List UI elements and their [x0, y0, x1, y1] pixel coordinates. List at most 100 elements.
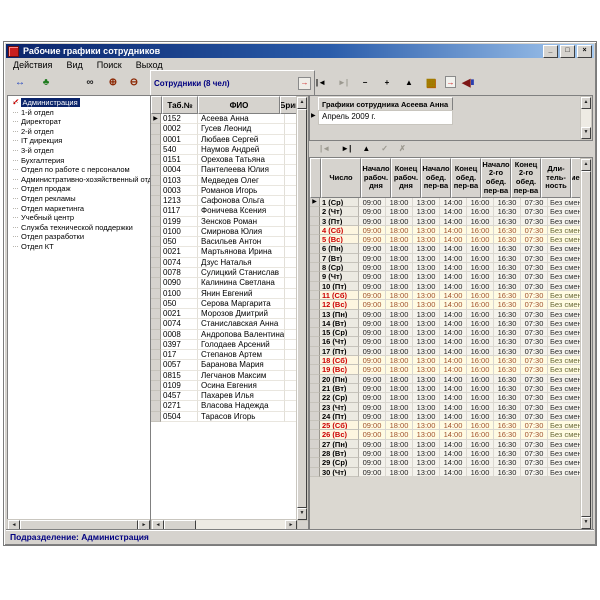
tree-item[interactable]: 2-й отдел — [8, 127, 150, 137]
schedule-row[interactable]: 28 (Вт) 09:00 18:00 13:00 14:00 16:00 16:30 07:… — [310, 449, 582, 459]
schedule-row[interactable]: 4 (Сб) 09:00 18:00 13:00 14:00 16:00 16:30 07:3… — [310, 225, 582, 236]
schedule-column-header[interactable]: Дли- тель- ность — [541, 158, 571, 198]
scroll-up-icon[interactable]: ▲ — [581, 159, 591, 171]
tree-item[interactable]: Служба технической поддержки — [8, 223, 150, 233]
menu-search[interactable]: Поиск — [96, 59, 122, 70]
employee-row[interactable]: 0074 Дзус Наталья — [151, 257, 298, 268]
schedule-row[interactable]: 15 (Ср) 09:00 18:00 13:00 14:00 16:00 16:30 07:… — [310, 328, 582, 338]
schedule-row[interactable]: 13 (Пн) 09:00 18:00 13:00 14:00 16:00 16:30 07:… — [310, 309, 582, 319]
scroll-up-icon[interactable]: ▲ — [297, 97, 307, 109]
employee-row[interactable]: 0078 Сулицкий Станислав — [151, 267, 298, 279]
schedule-vscrollbar[interactable]: ▲ ▼ — [580, 158, 592, 530]
employee-row[interactable]: 050 Васильев Антон — [151, 237, 298, 248]
schedule-period-row[interactable]: Апрель 2009 г. — [318, 110, 453, 125]
employee-row[interactable]: 0021 Морозов Дмитрий — [151, 309, 298, 320]
fit-columns-icon[interactable]: ↔ — [15, 76, 25, 88]
insert-record-icon[interactable]: + — [384, 77, 390, 87]
tree-item[interactable]: IT дирекция — [8, 136, 150, 146]
employees-vscrollbar[interactable]: ▲ ▼ — [296, 96, 308, 521]
schedule-row[interactable]: 16 (Чт) 09:00 18:00 13:00 14:00 16:00 16:30 07:… — [310, 337, 582, 347]
schedule-row[interactable]: 30 (Чт) 09:00 18:00 13:00 14:00 16:00 16:30 07:… — [310, 467, 582, 477]
schedule-row[interactable]: 23 (Чт) 09:00 18:00 13:00 14:00 16:00 16:30 07:… — [310, 402, 582, 412]
schedule-row[interactable]: ▶ 1 (Ср) 09:00 18:00 13:00 14:00 16:00 16:30 07:… — [310, 198, 582, 208]
schedule-row[interactable]: 3 (Пт) 09:00 18:00 13:00 14:00 16:00 16:30 07:3… — [310, 216, 582, 226]
tree-item[interactable]: Бухгалтерия — [8, 156, 150, 166]
schedule-row[interactable]: 14 (Вт) 09:00 18:00 13:00 14:00 16:00 16:30 07:… — [310, 318, 582, 329]
schedule-row[interactable]: 17 (Пт) 09:00 18:00 13:00 14:00 16:00 16:30 07:… — [310, 346, 582, 357]
scroll-down-icon[interactable]: ▼ — [297, 508, 307, 520]
employee-row[interactable]: 0090 Калинина Светлана — [151, 278, 298, 289]
employee-row[interactable]: 0103 Медведев Олег — [151, 175, 298, 186]
departments-icon[interactable]: ♣ — [42, 76, 50, 88]
scroll-thumb[interactable] — [297, 109, 307, 508]
menu-exit[interactable]: Выход — [135, 59, 163, 70]
scroll-down-icon[interactable]: ▼ — [581, 517, 591, 529]
employee-row[interactable]: 0199 Зенсков Роман — [151, 216, 298, 227]
tree-item[interactable]: Отдел маркетинга — [8, 204, 150, 214]
employee-row[interactable]: 0021 Мартьянова Ирина — [151, 247, 298, 258]
tree-item[interactable]: Отдел по работе с персоналом — [8, 165, 150, 175]
calendar-icon[interactable]: ▦ — [425, 76, 437, 89]
employee-row[interactable]: 050 Серова Маргарита — [151, 298, 298, 310]
employee-row[interactable]: 017 Степанов Артем — [151, 350, 298, 361]
schedule-row[interactable]: 22 (Ср) 09:00 18:00 13:00 14:00 16:00 16:30 07:… — [310, 393, 582, 403]
employee-row[interactable]: 0074 Станиславская Анна — [151, 319, 298, 330]
scroll-up-icon[interactable]: ▲ — [581, 97, 591, 109]
schedule-row[interactable]: 12 (Вс) 09:00 18:00 13:00 14:00 16:00 16:30 07:… — [310, 300, 582, 310]
employee-row[interactable]: 0151 Орехова Татьяна — [151, 155, 298, 166]
schedule-row[interactable]: 2 (Чт) 09:00 18:00 13:00 14:00 16:00 16:30 07:3… — [310, 207, 582, 217]
scroll-track[interactable] — [581, 109, 591, 127]
edit-day-icon[interactable]: ▲ — [362, 144, 371, 153]
edit-record-icon[interactable]: ▲ — [405, 77, 413, 87]
employees-panel-icon[interactable]: → — [298, 76, 311, 90]
restore-button[interactable]: □ — [560, 44, 575, 58]
employee-row[interactable]: ▶ 0152 Асеева Анна — [151, 114, 298, 125]
schedule-row[interactable]: 10 (Пт) 09:00 18:00 13:00 14:00 16:00 16:30 07:… — [310, 281, 582, 291]
employee-row[interactable]: 0004 Пантелеева Юлия — [151, 165, 298, 176]
close-button[interactable]: × — [577, 44, 592, 58]
schedule-row[interactable]: 9 (Чт) 09:00 18:00 13:00 14:00 16:00 16:30 07:3… — [310, 272, 582, 282]
zoom-out-icon[interactable]: ⊖ — [129, 76, 139, 88]
schedule-column-header[interactable]: Конец обед. пер-ва — [451, 158, 481, 198]
tree-item[interactable]: Директорат — [8, 117, 150, 127]
schedule-column-header[interactable]: Начало 2-го обед. пер-ва — [481, 158, 511, 198]
schedule-row[interactable]: 8 (Ср) 09:00 18:00 13:00 14:00 16:00 16:30 07:3… — [310, 263, 582, 273]
tree-item[interactable]: Административно-хозяйственный отдел — [8, 175, 150, 185]
schedule-row[interactable]: 26 (Вс) 09:00 18:00 13:00 14:00 16:00 16:30 07:… — [310, 430, 582, 440]
schedule-row[interactable]: 24 (Пт) 09:00 18:00 13:00 14:00 16:00 16:30 07:… — [310, 411, 582, 422]
delete-record-icon[interactable]: − — [362, 77, 368, 87]
employee-row[interactable]: 0504 Тарасов Игорь — [151, 411, 298, 422]
employee-row[interactable]: 0002 Гусев Леонид — [151, 124, 298, 135]
schedule-row[interactable]: 6 (Пн) 09:00 18:00 13:00 14:00 16:00 16:30 07:3… — [310, 244, 582, 254]
schedule-column-header[interactable]: Начало обед. пер-ва — [421, 158, 451, 198]
employee-row[interactable]: 0100 Янин Евгений — [151, 288, 298, 299]
schedule-column-header[interactable]: Число — [321, 158, 361, 198]
employee-row[interactable]: 540 Наумов Андрей — [151, 144, 298, 156]
minimize-button[interactable]: _ — [543, 44, 558, 58]
export-icon[interactable]: → — [445, 76, 456, 88]
zoom-in-icon[interactable]: ⊕ — [108, 76, 118, 88]
tree-item[interactable]: 3-й отдел — [8, 146, 150, 156]
scroll-down-icon[interactable]: ▼ — [581, 127, 591, 139]
employee-row[interactable]: 0397 Голодаев Арсений — [151, 339, 298, 351]
employee-num-column-header[interactable]: Таб.№ — [162, 96, 198, 114]
employee-row[interactable]: 0100 Смирнова Юлия — [151, 226, 298, 238]
employee-row[interactable]: 0117 Фоничева Ксения — [151, 206, 298, 217]
schedule-row[interactable]: 5 (Вс) 09:00 18:00 13:00 14:00 16:00 16:30 07:3… — [310, 235, 582, 245]
schedule-row[interactable]: 18 (Сб) 09:00 18:00 13:00 14:00 16:00 16:30 07:… — [310, 356, 582, 366]
employee-row[interactable]: 0815 Легчанов Максим — [151, 370, 298, 381]
last-day-icon[interactable]: ►| — [341, 144, 352, 153]
schedule-row[interactable]: 11 (Сб) 09:00 18:00 13:00 14:00 16:00 16:30 07:… — [310, 290, 582, 301]
employee-row[interactable]: 0057 Баранова Мария — [151, 360, 298, 371]
search-icon[interactable]: ∞ — [86, 76, 94, 88]
employee-row[interactable]: 0001 Любаев Сергей — [151, 134, 298, 145]
menu-actions[interactable]: Действия — [13, 59, 53, 70]
schedules-vscrollbar[interactable]: ▲ ▼ — [580, 96, 592, 140]
titlebar[interactable]: Рабочие графики сотрудников _ □ × — [6, 44, 594, 58]
menu-view[interactable]: Вид — [66, 59, 83, 70]
schedule-row[interactable]: 21 (Вт) 09:00 18:00 13:00 14:00 16:00 16:30 07:… — [310, 383, 582, 394]
tree-item[interactable]: Отдел продаж — [8, 184, 150, 194]
employee-row[interactable]: 0109 Осина Евгения — [151, 380, 298, 392]
first-record-icon[interactable]: |◄ — [315, 77, 327, 87]
schedule-row[interactable]: 19 (Вс) 09:00 18:00 13:00 14:00 16:00 16:30 07:… — [310, 365, 582, 375]
